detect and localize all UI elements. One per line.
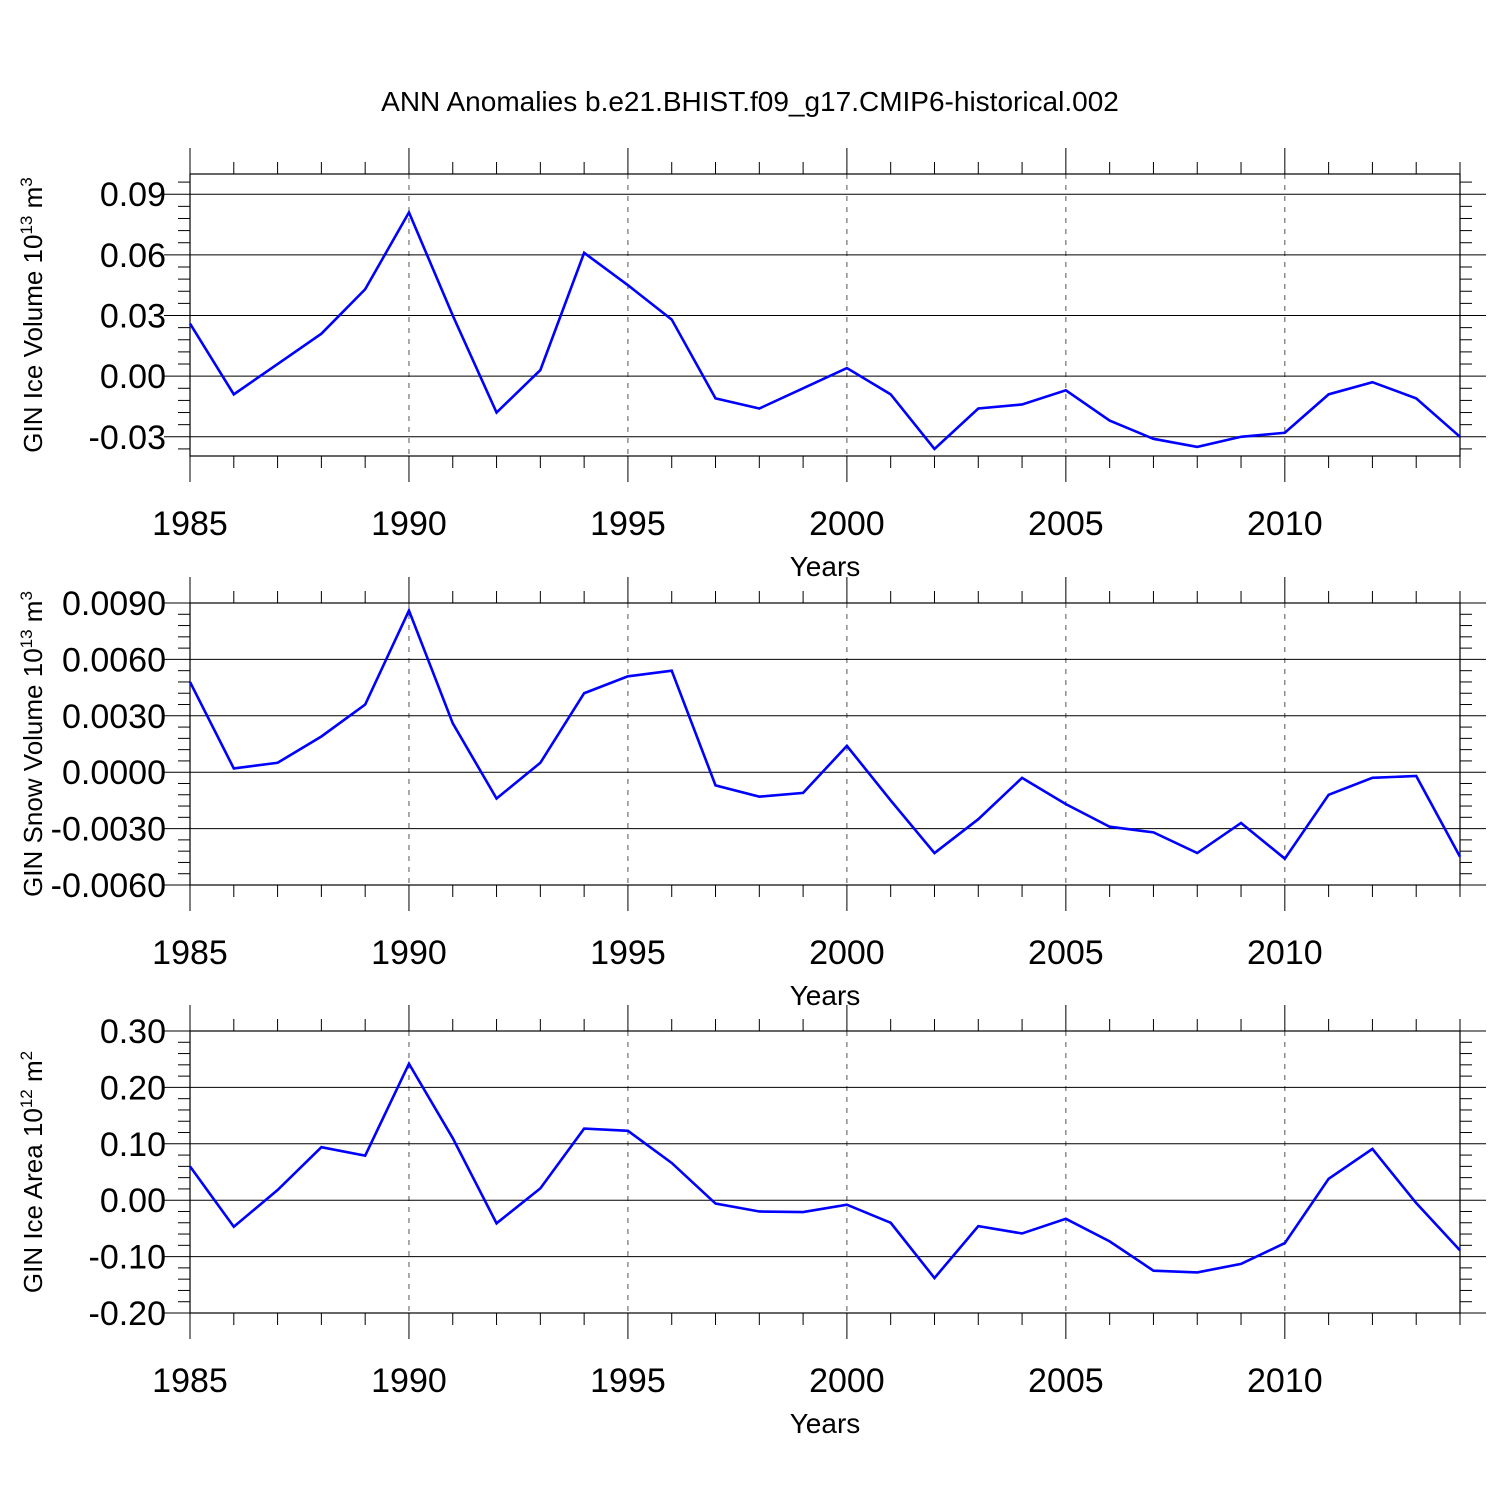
series-line (188, 1060, 1461, 1281)
x-tick-label: 1995 (590, 1362, 666, 1400)
y-tick-label: -0.0060 (51, 867, 166, 905)
y-tick-label: 0.03 (100, 298, 166, 336)
x-tick-label: 1990 (371, 505, 447, 543)
y-axis-label: GIN Ice Volume 1013 m3 (17, 177, 48, 453)
x-axis-label: Years (790, 980, 861, 1011)
x-tick-label: 2000 (809, 505, 885, 543)
y-tick-label: 0.0090 (62, 585, 166, 623)
y-tick-label: -0.20 (89, 1295, 167, 1333)
x-tick-label: 2005 (1028, 505, 1104, 543)
panel-3: -0.20 -0.10 0.00 0.10 0.20 0.30 1985 1990 1995 20… (17, 1005, 1486, 1439)
x-tick-label: 2010 (1247, 934, 1323, 972)
y-tick-label: 0.06 (100, 237, 166, 275)
x-tick-label: 1985 (152, 1362, 228, 1400)
y-axis-label: GIN Ice Area 1012 m2 (17, 1051, 48, 1293)
x-tick-label: 1995 (590, 505, 666, 543)
y-tick-label: -0.0030 (51, 811, 166, 849)
x-tick-label: 1990 (371, 934, 447, 972)
chart-title: ANN Anomalies b.e21.BHIST.f09_g17.CMIP6-… (381, 86, 1119, 117)
plot-frame (189, 602, 1461, 886)
x-tick-label: 2005 (1028, 1362, 1104, 1400)
series-line (188, 209, 1461, 451)
panel-2: -0.0060 -0.0030 0.0000 0.0030 0.0060 0.0090 19… (17, 577, 1486, 1011)
x-tick-label: 2010 (1247, 505, 1323, 543)
x-axis-label: Years (790, 551, 861, 582)
x-tick-label: 1985 (152, 934, 228, 972)
x-tick-label: 2000 (809, 934, 885, 972)
x-tick-label: 1990 (371, 1362, 447, 1400)
y-tick-label: 0.09 (100, 176, 166, 214)
y-tick-label: 0.00 (100, 358, 166, 396)
y-tick-label: 0.30 (100, 1013, 166, 1051)
y-tick-label: 0.00 (100, 1182, 166, 1220)
y-tick-label: 0.10 (100, 1126, 166, 1164)
y-tick-label: -0.10 (89, 1239, 167, 1277)
panel-1: -0.03 0.00 0.03 0.06 0.09 1985 1990 1995 2000 200… (17, 148, 1486, 582)
x-tick-label: 2000 (809, 1362, 885, 1400)
y-tick-label: 0.0030 (62, 698, 166, 736)
x-tick-label: 2005 (1028, 934, 1104, 972)
y-tick-label: 0.0060 (62, 641, 166, 679)
series-line (188, 607, 1462, 861)
y-tick-label: 0.0000 (62, 754, 166, 792)
plot-frame (189, 173, 1461, 457)
y-tick-label: -0.03 (89, 419, 167, 457)
y-tick-label: 0.20 (100, 1069, 166, 1107)
x-tick-label: 2010 (1247, 1362, 1323, 1400)
x-tick-label: 1995 (590, 934, 666, 972)
plot-frame (189, 1030, 1461, 1314)
y-axis-label: GIN Snow Volume 1013 m3 (17, 591, 48, 897)
x-axis-label: Years (790, 1408, 861, 1439)
x-tick-label: 1985 (152, 505, 228, 543)
